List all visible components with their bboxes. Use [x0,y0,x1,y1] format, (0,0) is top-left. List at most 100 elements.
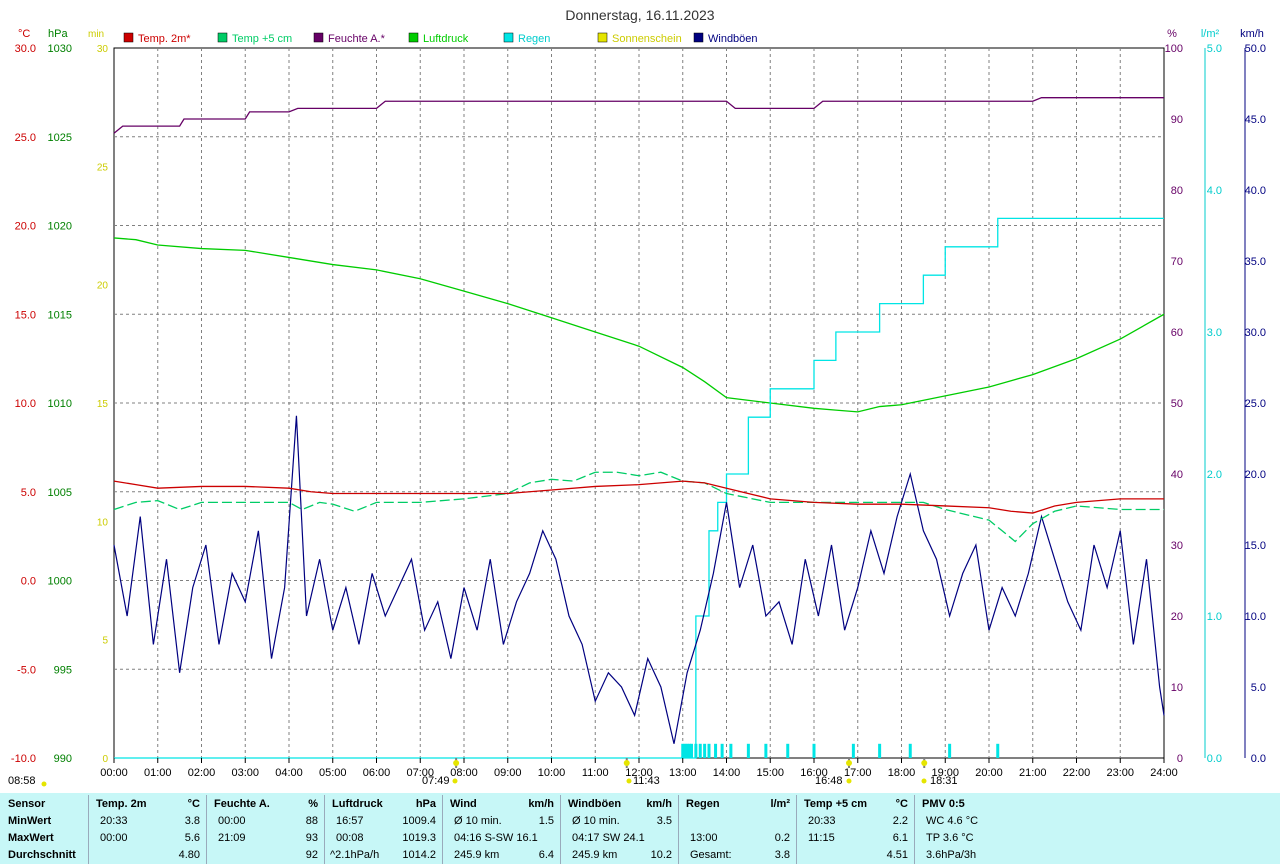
series-line [114,217,1164,759]
summary-cell: 93 [305,832,318,844]
summary-cell: 3.8 [184,815,200,827]
time-tick-label: 09:00 [494,767,522,779]
series-line [113,97,1164,134]
wind-tick-label: 45.0 [1245,114,1266,126]
summary-cell: 20:33 [808,815,836,827]
rain-bar [786,743,790,758]
series-line [113,480,1164,514]
wind-axis-unit: km/h [1240,28,1264,40]
summary-header: l/m² [770,798,790,810]
time-tick-label: 18:00 [888,767,916,779]
sun-marker-dot [921,760,928,766]
time-tick-label: 05:00 [319,767,347,779]
legend-swatch [503,32,514,43]
time-tick-label: 07:00 [406,767,434,779]
sunshine-tick-label: 25 [97,162,109,173]
rain-bar [948,743,952,758]
temp-tick-label: -10.0 [11,753,36,765]
humidity-tick-label: 90 [1171,114,1183,126]
rain-bar [685,743,689,758]
legend-swatch [597,32,608,43]
summary-column: Temp +5 cm °C 20:33 2.2 11:15 6.1 4.51 [796,793,914,864]
axis-labels: 30.025.020.015.010.05.00.0-5.0-10.010301… [11,28,1266,765]
humidity-tick-label: 60 [1171,327,1183,339]
rain-tick-label: 3.0 [1207,327,1222,339]
wind-tick-label: 0.0 [1251,753,1266,765]
wind-tick-label: 10.0 [1245,611,1266,623]
summary-cell: 04:16 S-SW 16.1 [454,832,538,844]
series-line [113,415,1165,744]
summary-header: MaxWert [8,832,54,844]
summary-column: PMV 0:5 WC 4.6 °C TP 3.6 °C 3.6hPa/3h [914,793,1034,864]
summary-column: Wind km/h Ø 10 min. 1.5 04:16 S-SW 16.1 245.9… [442,793,560,864]
summary-cell: 92 [305,849,318,861]
time-tick-label: 00:00 [100,767,128,779]
summary-column: Luftdruck hPa 16:57 1009.4 00:08 1019.3 ^2.1hP… [324,793,442,864]
time-marker-icon [626,778,632,784]
sun-marker-dot [846,760,852,766]
pressure-tick-label: 995 [54,664,72,676]
time-tick-label: 14:00 [713,767,741,779]
legend-swatch [313,32,324,43]
sunshine-tick-label: 30 [97,44,109,55]
rain-bar [812,743,816,758]
sunshine-tick-label: 5 [102,636,108,647]
time-tick-label: 06:00 [363,767,391,779]
column-separator [88,795,89,864]
summary-cell: 11:15 [808,832,835,844]
column-separator [206,795,207,864]
summary-cell: 3.8 [774,849,790,861]
summary-header: Wind [450,798,477,810]
temp-tick-label: 20.0 [15,221,36,233]
time-tick-label: 24:00 [1150,767,1178,779]
weather-chart: Donnerstag, 16.11.2023 Temp. 2m* Temp +5 … [8,7,1266,787]
summary-cell: 13:00 [690,832,718,844]
legend-label: Windböen [708,33,758,45]
summary-cell: 245.9 km [572,849,618,861]
time-marker-icon [452,778,458,784]
sunshine-tick-label: 0 [102,754,108,765]
wind-tick-label: 20.0 [1245,469,1266,481]
summary-cell: 20:33 [100,815,128,827]
legend-swatch [408,32,419,43]
rain-tick-label: 1.0 [1207,611,1222,623]
temp-tick-label: 0.0 [21,576,36,588]
sunshine-tick-label: 20 [97,281,109,292]
time-marker-icon [921,778,927,784]
column-separator [442,795,443,864]
summary-header: Sensor [8,798,46,810]
humidity-tick-label: 20 [1171,611,1183,623]
humidity-tick-label: 30 [1171,540,1183,552]
summary-table: Sensor MinWert MaxWert Durchschnitt Temp. 2m… [0,793,1280,864]
summary-header: PMV 0:5 [922,798,965,810]
summary-header: Luftdruck [332,798,383,810]
time-tick-label: 21:00 [1019,767,1047,779]
time-tick-label: 13:00 [669,767,697,779]
summary-header: Temp +5 cm [804,798,868,810]
time-tick-label: 12:00 [625,767,653,779]
time-tick-label: 02:00 [188,767,216,779]
summary-cell: Gesamt: [690,849,732,861]
sunshine-axis-unit: min [88,29,104,40]
humidity-tick-label: 50 [1171,398,1183,410]
summary-cell: TP 3.6 °C [926,832,974,844]
time-tick-label: 15:00 [756,767,784,779]
wind-tick-label: 30.0 [1245,327,1266,339]
legend-label: Regen [518,33,550,45]
rain-bar [746,743,750,758]
time-marker-icon [41,781,47,787]
rain-bar [908,743,912,758]
wind-tick-label: 5.0 [1251,682,1266,694]
sunshine-tick-label: 10 [97,517,109,528]
summary-cell: 00:00 [218,815,246,827]
rain-bar [996,743,1000,758]
rain-tick-label: 5.0 [1207,43,1222,55]
summary-header: Windböen [568,798,622,810]
rain-bar [764,743,768,758]
column-separator [796,795,797,864]
summary-cell: 1019.3 [402,832,436,844]
column-separator [914,795,915,864]
time-tick-label: 11:00 [582,767,609,779]
summary-cell: 0.2 [774,832,790,844]
time-tick-label: 04:00 [275,767,303,779]
